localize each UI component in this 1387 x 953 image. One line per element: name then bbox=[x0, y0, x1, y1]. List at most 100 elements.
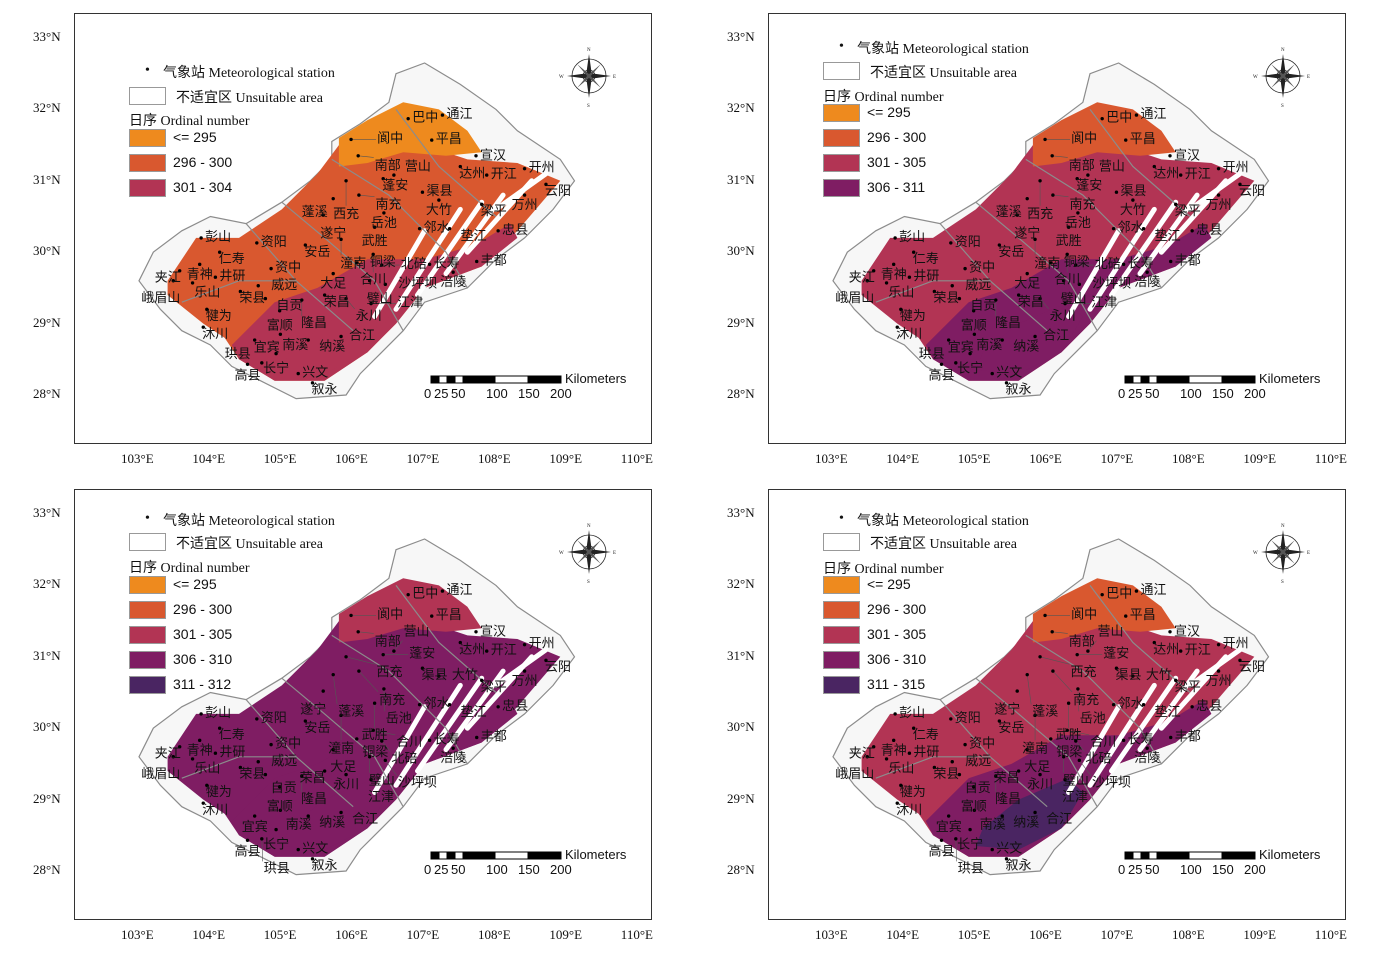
station-dot bbox=[1025, 672, 1029, 677]
station-dot bbox=[1004, 381, 1009, 385]
station-label: 涪陵 bbox=[1134, 751, 1160, 766]
lat-tick-label: 33°N bbox=[33, 29, 61, 44]
scale-bar-label: 200 bbox=[1244, 386, 1266, 401]
station-label: 青神 bbox=[187, 267, 213, 282]
station-dot bbox=[994, 298, 998, 302]
station-label: 南部 bbox=[1069, 158, 1095, 174]
station-dot bbox=[1179, 173, 1183, 177]
lon-tick-label: 107°E bbox=[1100, 927, 1134, 942]
station-leader-line bbox=[393, 640, 403, 652]
scale-bar-label: 100 bbox=[1180, 386, 1202, 401]
station-leader-line bbox=[358, 155, 374, 158]
station-dot bbox=[190, 757, 195, 761]
lat-tick-label: 31°N bbox=[33, 647, 61, 663]
station-dot bbox=[197, 738, 202, 743]
scale-bar-label: 0 bbox=[424, 386, 432, 401]
unsuitable-ridge bbox=[1137, 192, 1200, 277]
station-dot bbox=[474, 154, 478, 158]
station-dot bbox=[1141, 226, 1146, 231]
ordinal-zone-north bbox=[1032, 578, 1176, 643]
lon-tick-label: 103°E bbox=[815, 927, 848, 942]
station-dot bbox=[440, 589, 445, 593]
station-dot bbox=[437, 674, 441, 678]
station-dot bbox=[392, 173, 396, 177]
station-dot bbox=[205, 783, 209, 788]
station-dot bbox=[895, 801, 899, 805]
station-dot bbox=[382, 211, 386, 215]
station-label: 宜宾 bbox=[254, 340, 280, 356]
unsuitable-ridge bbox=[1066, 228, 1122, 319]
scale-bar-unit: Kilometers bbox=[565, 847, 627, 862]
station-leader-lines bbox=[261, 615, 409, 862]
station-label: 叙永 bbox=[312, 859, 338, 874]
station-label: 宣汉 bbox=[480, 147, 506, 163]
station-dot bbox=[177, 745, 182, 749]
station-label: 安岳 bbox=[998, 245, 1024, 260]
station-dot bbox=[475, 735, 479, 740]
station-label: 岳池 bbox=[386, 711, 412, 726]
station-dot bbox=[954, 361, 958, 365]
station-leader-line bbox=[383, 688, 386, 712]
station-label: 犍为 bbox=[900, 309, 926, 324]
station-label: 资阳 bbox=[955, 235, 981, 250]
station-label: 高县 bbox=[235, 367, 261, 383]
legend-class-label: <= 295 bbox=[173, 576, 217, 592]
station-dot bbox=[171, 279, 175, 283]
station-dot bbox=[303, 719, 308, 723]
legend-class-label: <= 295 bbox=[867, 104, 911, 120]
station-label: 大足 bbox=[1024, 760, 1050, 775]
legend-class-swatch bbox=[129, 154, 166, 172]
station-label: 荣昌 bbox=[994, 771, 1020, 786]
station-dot bbox=[946, 338, 951, 342]
lon-tick-label: 108°E bbox=[1172, 451, 1205, 466]
station-label: 南充 bbox=[379, 692, 405, 708]
station-dot bbox=[430, 138, 434, 142]
station-dot bbox=[1121, 262, 1126, 267]
station-leader-line bbox=[955, 838, 958, 862]
north-arrow-compass-icon: N S E W bbox=[1253, 524, 1310, 585]
station-label: 南溪 bbox=[286, 816, 312, 832]
station-label: 峨眉山 bbox=[141, 767, 180, 782]
lat-tick-label: 29°N bbox=[727, 790, 755, 806]
station-dot bbox=[296, 371, 300, 376]
scale-bar-label: 50 bbox=[451, 386, 466, 401]
station-label: 合江 bbox=[349, 329, 375, 344]
station-labels: 通江巴中平昌阆中南部宣汉达州开江开州云阳万州西充蓬安营山南充蓬溪渠县大竹梁平遂宁… bbox=[141, 583, 571, 876]
station-dot bbox=[949, 241, 953, 245]
station-label: 宜宾 bbox=[242, 819, 268, 835]
station-leader-line bbox=[1075, 740, 1085, 752]
legend-class-swatch bbox=[129, 576, 166, 594]
station-label: 宜宾 bbox=[936, 819, 962, 835]
station-dot bbox=[1050, 154, 1054, 158]
legend-station-label: 气象站 Meteorological station bbox=[163, 514, 335, 529]
station-dot bbox=[1131, 674, 1135, 678]
station-dot bbox=[382, 687, 386, 691]
station-label: 平昌 bbox=[1130, 132, 1156, 147]
station-dot bbox=[893, 236, 897, 240]
station-label: 富顺 bbox=[961, 318, 987, 334]
scale-bar-label: 50 bbox=[451, 862, 466, 877]
unsuitable-ridge bbox=[493, 647, 549, 688]
legend-class-label: <= 295 bbox=[173, 129, 217, 145]
station-label: 资阳 bbox=[261, 711, 287, 726]
station-label: 巴中 bbox=[412, 587, 438, 602]
county-boundary bbox=[395, 109, 497, 217]
station-label: 云阳 bbox=[1239, 660, 1265, 675]
station-labels: 通江巴中平昌阆中南部宣汉达州开江开州云阳万州西充蓬安营山南充蓬溪渠县大竹梁平遂宁… bbox=[141, 107, 571, 398]
station-label: 沐川 bbox=[896, 327, 922, 342]
station-dot bbox=[383, 282, 388, 287]
station-dot bbox=[1168, 154, 1172, 158]
station-label: 彭山 bbox=[205, 706, 231, 721]
station-label: 沐川 bbox=[202, 803, 228, 818]
legend-class-swatch bbox=[129, 626, 166, 644]
legend-class-swatch bbox=[823, 651, 860, 669]
scale-bar-label: 0 bbox=[424, 862, 432, 877]
station-dot bbox=[871, 269, 876, 273]
station-label: 纳溪 bbox=[319, 340, 345, 355]
station-label: 合江 bbox=[352, 812, 378, 827]
lat-tick-label: 29°N bbox=[33, 314, 61, 330]
station-dot bbox=[1065, 728, 1069, 733]
station-dot bbox=[357, 669, 361, 673]
station-label: 武胜 bbox=[362, 728, 388, 743]
station-dot bbox=[381, 176, 385, 181]
